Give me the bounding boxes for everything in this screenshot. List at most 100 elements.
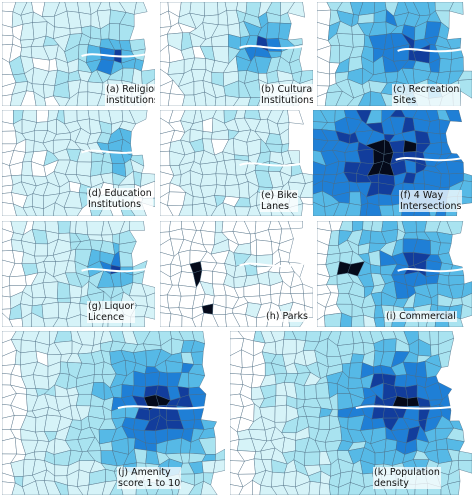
region-j-14-9	[102, 480, 118, 495]
region-g-8-4	[41, 302, 59, 319]
harbour-i	[397, 267, 465, 273]
panel-g-caption: (g) Liquor Licence	[87, 301, 136, 323]
panel-e-caption-line-2: Lanes	[261, 201, 289, 212]
region-g-7-13	[145, 292, 155, 309]
region-c-8-1	[324, 91, 343, 106]
region-j-6-7	[75, 394, 92, 407]
region-d-9-1	[13, 203, 28, 216]
region-h-6-13	[302, 283, 313, 294]
region-j-14-1	[11, 482, 26, 495]
region-c-5-12	[450, 56, 464, 72]
region-d-0-3	[36, 110, 49, 123]
map-panel-d: (d) Education Institutions	[2, 110, 155, 216]
region-h-7-13	[303, 292, 313, 309]
region-e-9-2	[178, 204, 193, 216]
region-e-7-7	[238, 181, 250, 199]
region-g-0-6	[69, 221, 77, 234]
region-c-5-11	[438, 58, 452, 73]
region-d-1-3	[33, 121, 48, 132]
region-j-9-13	[144, 430, 157, 445]
region-e-8-13	[299, 197, 313, 205]
region-i-9-1	[324, 312, 342, 327]
region-k-14-20	[447, 480, 461, 495]
region-k-1-4	[274, 339, 284, 355]
region-g-3-11	[118, 251, 134, 268]
region-f-3-11	[441, 142, 452, 155]
region-b-2-10	[266, 22, 281, 40]
region-j-14-7	[76, 484, 90, 495]
choropleth-map-k	[230, 331, 472, 495]
region-h-0-5	[214, 221, 224, 233]
region-k-11-21	[457, 450, 472, 461]
region-h-6-9	[259, 283, 272, 297]
region-k-13-5	[283, 470, 297, 488]
region-i-5-12	[448, 275, 465, 286]
harbour-g	[81, 267, 148, 273]
region-j-4-12	[133, 370, 146, 387]
region-j-14-18	[200, 480, 218, 495]
region-c-8-4	[358, 91, 371, 106]
region-g-8-13	[144, 306, 155, 320]
region-h-9-6	[224, 312, 241, 327]
region-a-8-5	[53, 95, 71, 106]
panel-c-caption-line-2: Sites	[393, 95, 417, 106]
region-h-7-2	[178, 295, 196, 309]
region-g-9-3	[31, 312, 46, 327]
region-i-6-13	[461, 281, 472, 299]
region-a-2-6	[69, 27, 83, 35]
region-b-8-7	[233, 97, 251, 106]
panel-b-caption-line-2: Institutions	[261, 95, 313, 106]
map-panel-c: (c) Recreation Sites	[317, 2, 472, 106]
region-a-0-12	[133, 2, 148, 15]
region-i-3-5	[368, 250, 381, 267]
region-h-9-8	[245, 314, 257, 327]
region-h-9-4	[200, 312, 219, 327]
region-j-14-2	[22, 480, 40, 495]
region-g-6-5	[56, 281, 71, 299]
region-k-6-4	[274, 395, 288, 407]
region-k-12-21	[457, 460, 472, 474]
region-k-14-5	[283, 485, 299, 495]
harbour-c	[397, 47, 465, 53]
region-d-9-5	[53, 202, 68, 216]
region-e-5-4	[199, 161, 218, 176]
region-b-0-6	[224, 2, 239, 11]
panel-d-caption-line-1: (d) Education	[88, 188, 152, 199]
region-a-8-7	[76, 91, 89, 106]
region-c-6-6	[384, 71, 399, 84]
region-k-7-4	[274, 404, 287, 423]
region-k-5-8	[315, 382, 330, 399]
region-j-4-13	[144, 371, 160, 387]
region-j-4-3	[32, 374, 50, 390]
region-b-8-5	[214, 95, 227, 106]
region-d-9-0	[2, 202, 17, 216]
panel-g-caption-line-2: Licence	[88, 312, 125, 323]
region-k-14-6	[295, 481, 311, 495]
region-a-2-10	[108, 23, 120, 41]
harbour-k	[355, 405, 461, 410]
region-g-0-5	[57, 221, 71, 234]
region-k-4-11	[347, 377, 364, 390]
harbour-f	[395, 156, 465, 162]
region-c-8-2	[335, 91, 355, 106]
region-b-8-4	[204, 91, 217, 106]
region-k-14-1	[238, 479, 253, 495]
region-j-14-5	[54, 480, 69, 495]
region-g-0-8	[86, 221, 105, 236]
region-k-14-8	[319, 482, 331, 495]
region-c-8-5	[369, 91, 387, 106]
panel-c-caption: (c) Recreation Sites	[392, 84, 461, 106]
region-h-2-9	[256, 239, 273, 256]
panel-h-caption-line-1: (h) Parks	[266, 311, 308, 322]
region-c-3-3	[352, 33, 365, 48]
map-panel-e: (e) Bike Lanes	[160, 110, 313, 216]
region-h-9-3	[191, 312, 204, 327]
region-f-9-1	[324, 202, 340, 216]
region-k-11-7	[304, 451, 321, 466]
region-k-8-8	[318, 415, 330, 430]
region-g-6-4	[42, 281, 59, 299]
region-c-0-12	[449, 2, 464, 15]
region-j-14-0	[2, 481, 16, 495]
panel-e-caption-line-1: (e) Bike	[261, 190, 298, 201]
map-panel-g: (g) Liquor Licence	[2, 221, 155, 327]
